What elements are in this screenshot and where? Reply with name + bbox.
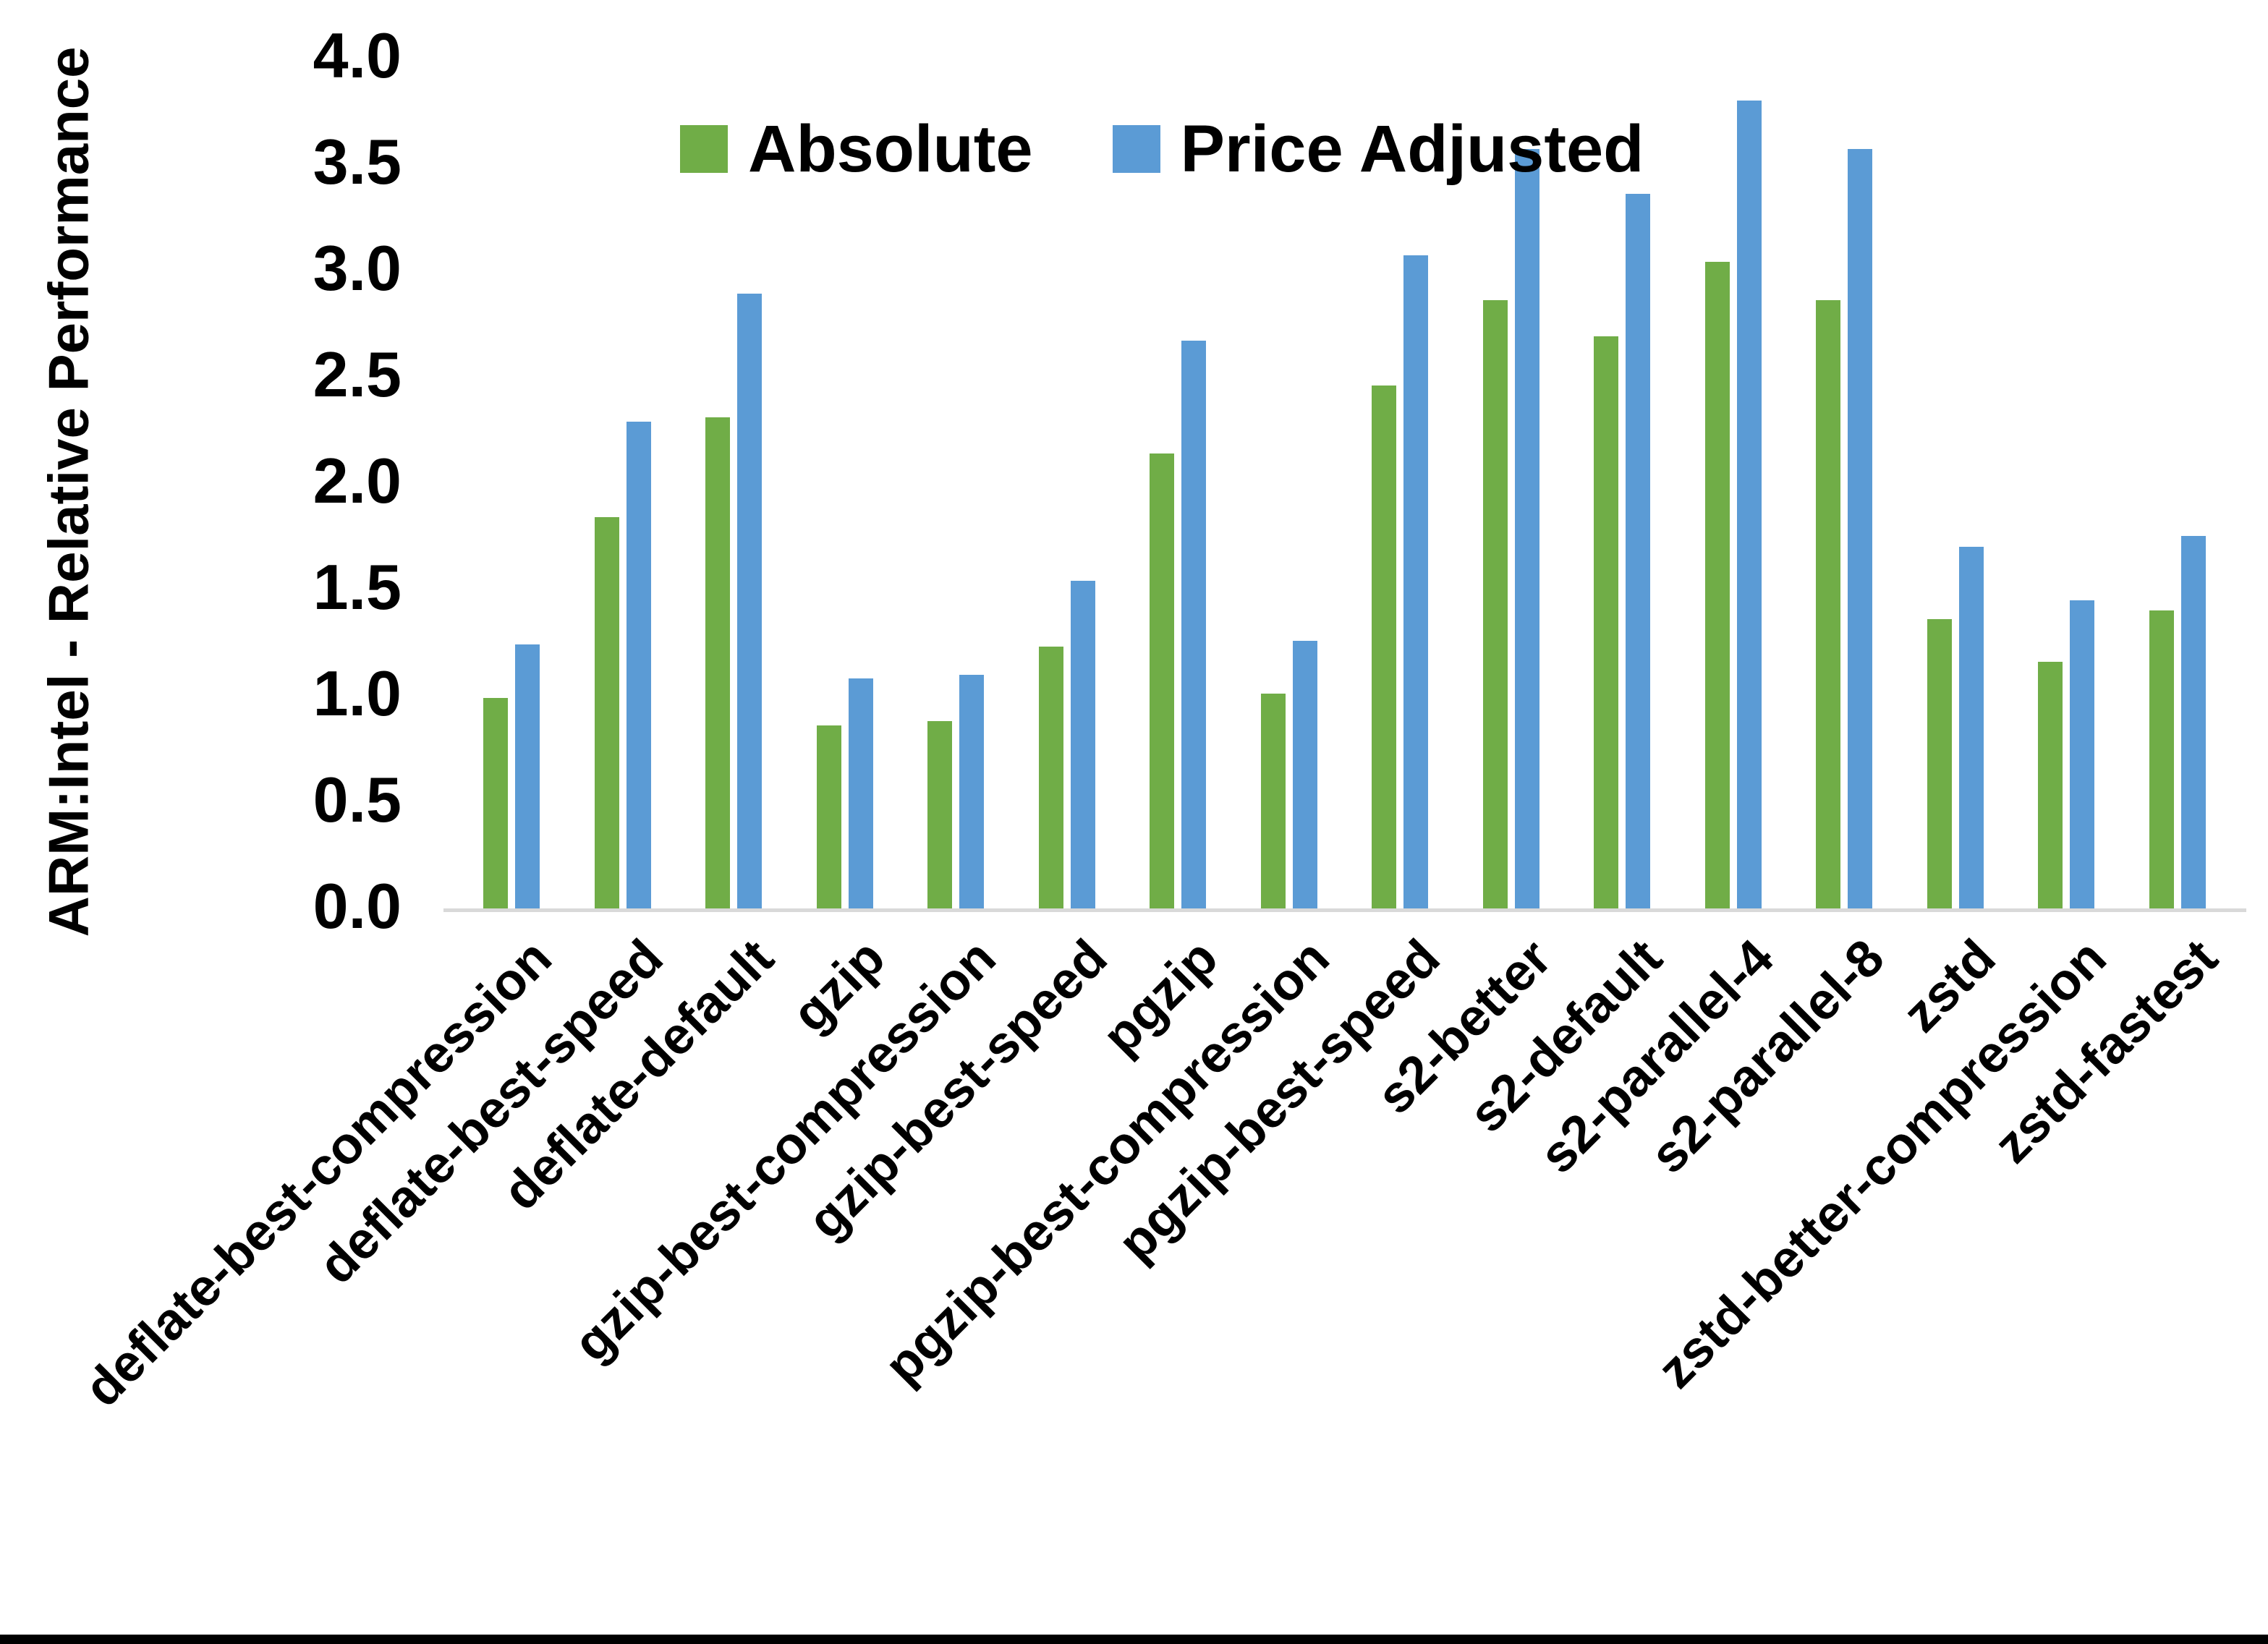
bar-price-adjusted-zstd-better-compression xyxy=(2070,600,2094,908)
bar-price-adjusted-s2-parallel-8 xyxy=(1848,149,1872,908)
legend-item-price-adjusted: Price Adjusted xyxy=(1112,112,1644,186)
legend-label-absolute: Absolute xyxy=(748,112,1033,186)
y-tick-label: 0.5 xyxy=(313,764,402,835)
y-tick-label: 2.5 xyxy=(313,338,402,410)
bar-absolute-deflate-default xyxy=(705,417,730,908)
bar-price-adjusted-s2-default xyxy=(1626,194,1650,908)
bar-price-adjusted-pgzip-best-speed xyxy=(1403,255,1428,908)
bar-absolute-s2-better xyxy=(1483,300,1508,908)
bar-absolute-pgzip-best-compression xyxy=(1261,694,1286,908)
bar-absolute-zstd xyxy=(1927,619,1952,908)
bar-price-adjusted-pgzip xyxy=(1181,341,1206,908)
bar-price-adjusted-s2-better xyxy=(1515,149,1539,908)
legend-item-absolute: Absolute xyxy=(680,116,1033,182)
bar-price-adjusted-deflate-default xyxy=(737,294,762,908)
bar-absolute-s2-parallel-8 xyxy=(1816,300,1840,908)
legend: Absolute Price Adjusted xyxy=(680,116,1644,182)
y-axis-title: ARM:Intel - Relative Performance xyxy=(36,46,101,937)
bar-absolute-gzip-best-compression xyxy=(927,721,952,908)
bar-price-adjusted-gzip-best-compression xyxy=(959,675,984,908)
bar-price-adjusted-deflate-best-compression xyxy=(515,644,540,908)
y-tick-label: 2.0 xyxy=(313,445,402,516)
legend-label-price-adjusted: Price Adjusted xyxy=(1180,112,1644,186)
bar-absolute-pgzip xyxy=(1150,453,1174,908)
bar-absolute-deflate-best-speed xyxy=(595,517,619,908)
bar-price-adjusted-deflate-best-speed xyxy=(627,422,651,908)
bar-price-adjusted-zstd-fastest xyxy=(2181,536,2206,908)
bar-price-adjusted-pgzip-best-compression xyxy=(1293,641,1317,908)
bar-absolute-s2-default xyxy=(1594,336,1618,908)
y-tick-label: 3.0 xyxy=(313,232,402,304)
bar-absolute-zstd-fastest xyxy=(2149,610,2174,908)
y-tick-label: 3.5 xyxy=(313,126,402,197)
x-category-label-deflate-best-compression: deflate-best-compression xyxy=(73,929,563,1418)
bar-price-adjusted-s2-parallel-4 xyxy=(1737,101,1762,908)
bar-absolute-deflate-best-compression xyxy=(483,698,508,908)
window-bottom-border xyxy=(0,1635,2268,1644)
legend-swatch-absolute xyxy=(680,125,728,173)
bar-price-adjusted-zstd xyxy=(1959,547,1984,908)
bar-price-adjusted-gzip-best-speed xyxy=(1071,581,1095,908)
bar-absolute-gzip xyxy=(817,725,841,908)
x-axis-line xyxy=(443,908,2246,912)
y-tick-label: 4.0 xyxy=(313,20,402,91)
bar-absolute-s2-parallel-4 xyxy=(1705,262,1730,908)
y-tick-label: 0.0 xyxy=(313,870,402,942)
bar-price-adjusted-gzip xyxy=(849,678,873,908)
bar-absolute-pgzip-best-speed xyxy=(1372,386,1396,908)
bar-absolute-zstd-better-compression xyxy=(2038,662,2063,908)
y-tick-label: 1.5 xyxy=(313,551,402,623)
y-tick-label: 1.0 xyxy=(313,657,402,729)
bar-absolute-gzip-best-speed xyxy=(1039,647,1063,908)
legend-swatch-price-adjusted xyxy=(1112,125,1160,173)
